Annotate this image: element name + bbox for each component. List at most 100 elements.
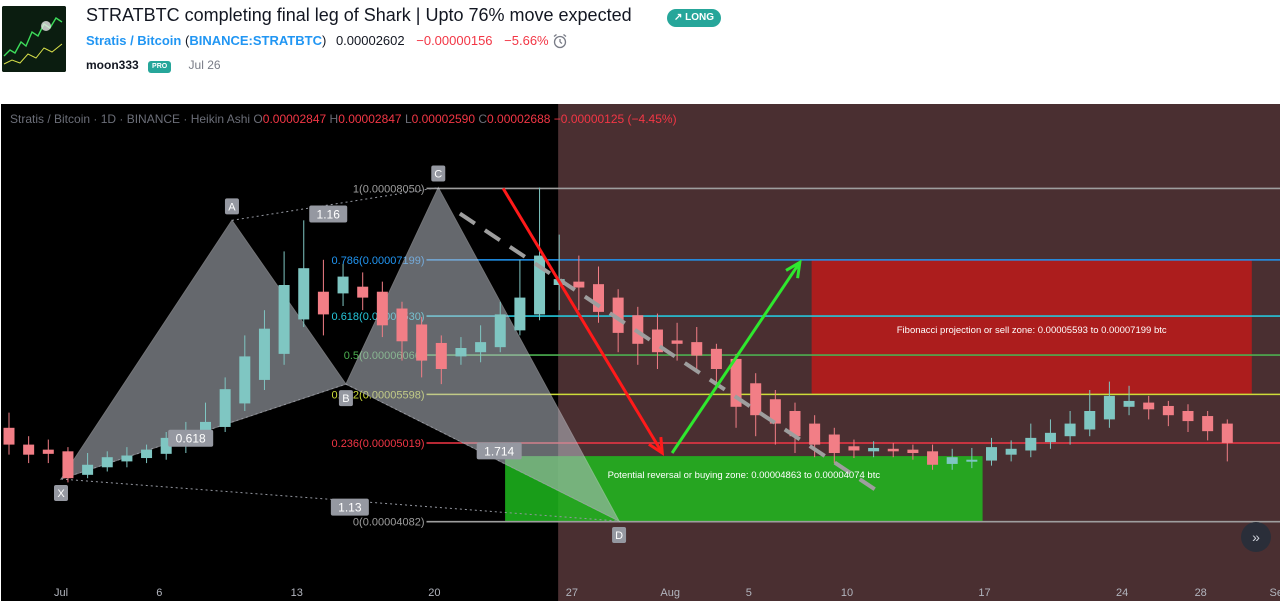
candle — [475, 325, 487, 363]
long-badge: ↗ LONG — [667, 9, 722, 27]
exchange-close-paren: ) — [321, 33, 327, 48]
candle-body — [298, 268, 310, 320]
candle-body — [376, 291, 388, 326]
candle-body — [317, 291, 329, 315]
candle-body — [1103, 395, 1115, 420]
legend-open-value: 0.00002847 — [262, 112, 327, 126]
candle-body — [1143, 402, 1155, 410]
pattern-point-box-d — [612, 527, 627, 544]
candle — [160, 432, 172, 460]
alarm-clock-icon[interactable] — [552, 33, 568, 49]
chart-panel[interactable]: Stratis / Bitcoin · 1D · BINANCE · Heiki… — [1, 104, 1280, 601]
author-name[interactable]: moon333 — [86, 58, 139, 72]
candle-body — [927, 451, 939, 465]
candle — [750, 373, 762, 437]
candle-body — [514, 297, 526, 331]
candle-body — [612, 297, 624, 333]
fib-level-label-0: 1(0.00008050) — [353, 183, 425, 195]
x-axis-tick-label-1: 6 — [156, 587, 162, 599]
candle-body — [1162, 405, 1174, 416]
candle — [986, 437, 997, 466]
ratio-label-box-3 — [330, 498, 369, 516]
candle-body — [121, 455, 133, 462]
candle — [710, 343, 722, 386]
candle-body — [986, 447, 997, 461]
candle — [573, 255, 585, 311]
symbol-link[interactable]: Stratis / Bitcoin — [86, 33, 182, 48]
sell-zone-label: Fibonacci projection or sell zone: 0.000… — [897, 325, 1167, 336]
candle — [887, 442, 899, 458]
pattern-point-box-a — [224, 198, 239, 215]
candle-body — [1084, 411, 1096, 430]
x-axis-tick-label-5: Aug — [660, 587, 680, 599]
double-chevron-right-icon: » — [1252, 529, 1260, 545]
candle — [1103, 381, 1115, 428]
candle — [514, 259, 526, 336]
idea-title[interactable]: STRATBTC completing final leg of Shark |… — [86, 5, 632, 25]
candle-body — [1025, 437, 1037, 451]
legend-close-label: C — [478, 112, 488, 126]
pattern-point-box-c — [431, 165, 446, 182]
ratio-label-1: 1.16 — [317, 207, 341, 221]
candle — [1221, 419, 1233, 462]
candle — [3, 412, 15, 455]
candle-body — [671, 340, 683, 344]
scroll-to-realtime-button[interactable]: » — [1241, 522, 1271, 552]
sell-zone-box — [811, 259, 1252, 395]
candle-body — [435, 342, 447, 369]
arrow-up-right-icon: ↗ — [674, 12, 683, 23]
candle-body — [101, 457, 113, 468]
pattern-point-label-x: X — [57, 488, 65, 500]
legend-change: −0.00000125 (−4.45%) — [553, 112, 677, 126]
candle-body — [416, 324, 428, 361]
candle-body — [1123, 400, 1135, 407]
legend-low-label: L — [404, 112, 412, 126]
ratio-label-0: 0.618 — [176, 432, 206, 446]
candle — [357, 272, 369, 311]
candle — [651, 313, 663, 369]
candle-body — [573, 281, 585, 288]
candle — [769, 390, 781, 445]
idea-header: STRATBTC completing final leg of Shark |… — [0, 0, 1280, 100]
buy-zone-label: Potential reversal or buying zone: 0.000… — [608, 470, 881, 481]
x-axis-tick-label-3: 20 — [428, 587, 440, 599]
projection-dashed-line — [458, 211, 880, 494]
x-axis-tick-label-2: 13 — [291, 587, 303, 599]
candle — [730, 353, 742, 428]
ratio-label-box-0 — [168, 429, 214, 447]
candle — [1182, 404, 1194, 432]
candle-body — [396, 308, 408, 342]
fib-level-label-5: 0.236(0.00005019) — [332, 438, 425, 450]
ratio-label-3: 1.13 — [338, 501, 362, 515]
candle-body — [1064, 423, 1076, 437]
candle — [691, 327, 703, 369]
last-price: 0.00002602 — [335, 33, 405, 48]
candle — [848, 439, 860, 459]
symbol-line: Stratis / Bitcoin (BINANCE:STRATBTC) 0.0… — [86, 33, 549, 48]
pattern-point-box-x — [54, 485, 68, 502]
red-down-arrow — [501, 187, 664, 454]
exchange-link[interactable]: BINANCE:STRATBTC — [189, 33, 322, 48]
candle — [671, 322, 683, 361]
candle-body — [848, 446, 860, 451]
candle — [1143, 395, 1155, 420]
candle — [1202, 411, 1214, 441]
ratio-label-box-2 — [476, 442, 522, 460]
candle-body — [219, 389, 231, 427]
pattern-point-box-b — [338, 390, 353, 407]
x-axis-tick-label-11: Sep — [1270, 587, 1280, 599]
candle — [455, 337, 467, 365]
legend-high-value: 0.00002847 — [338, 112, 402, 126]
x-axis-tick-label-7: 10 — [841, 587, 853, 599]
candle — [278, 251, 290, 365]
candle — [239, 335, 251, 411]
idea-thumbnail[interactable] — [2, 6, 66, 72]
candle-body — [494, 314, 506, 348]
candle-body — [534, 255, 546, 315]
candle-body — [239, 356, 251, 404]
chart-canvas[interactable]: 1(0.00008050)0.786(0.00007199)0.618(0.00… — [1, 104, 1280, 601]
candle — [1123, 385, 1135, 416]
candle — [1025, 423, 1037, 458]
candle — [1005, 440, 1017, 462]
candle — [868, 441, 880, 458]
